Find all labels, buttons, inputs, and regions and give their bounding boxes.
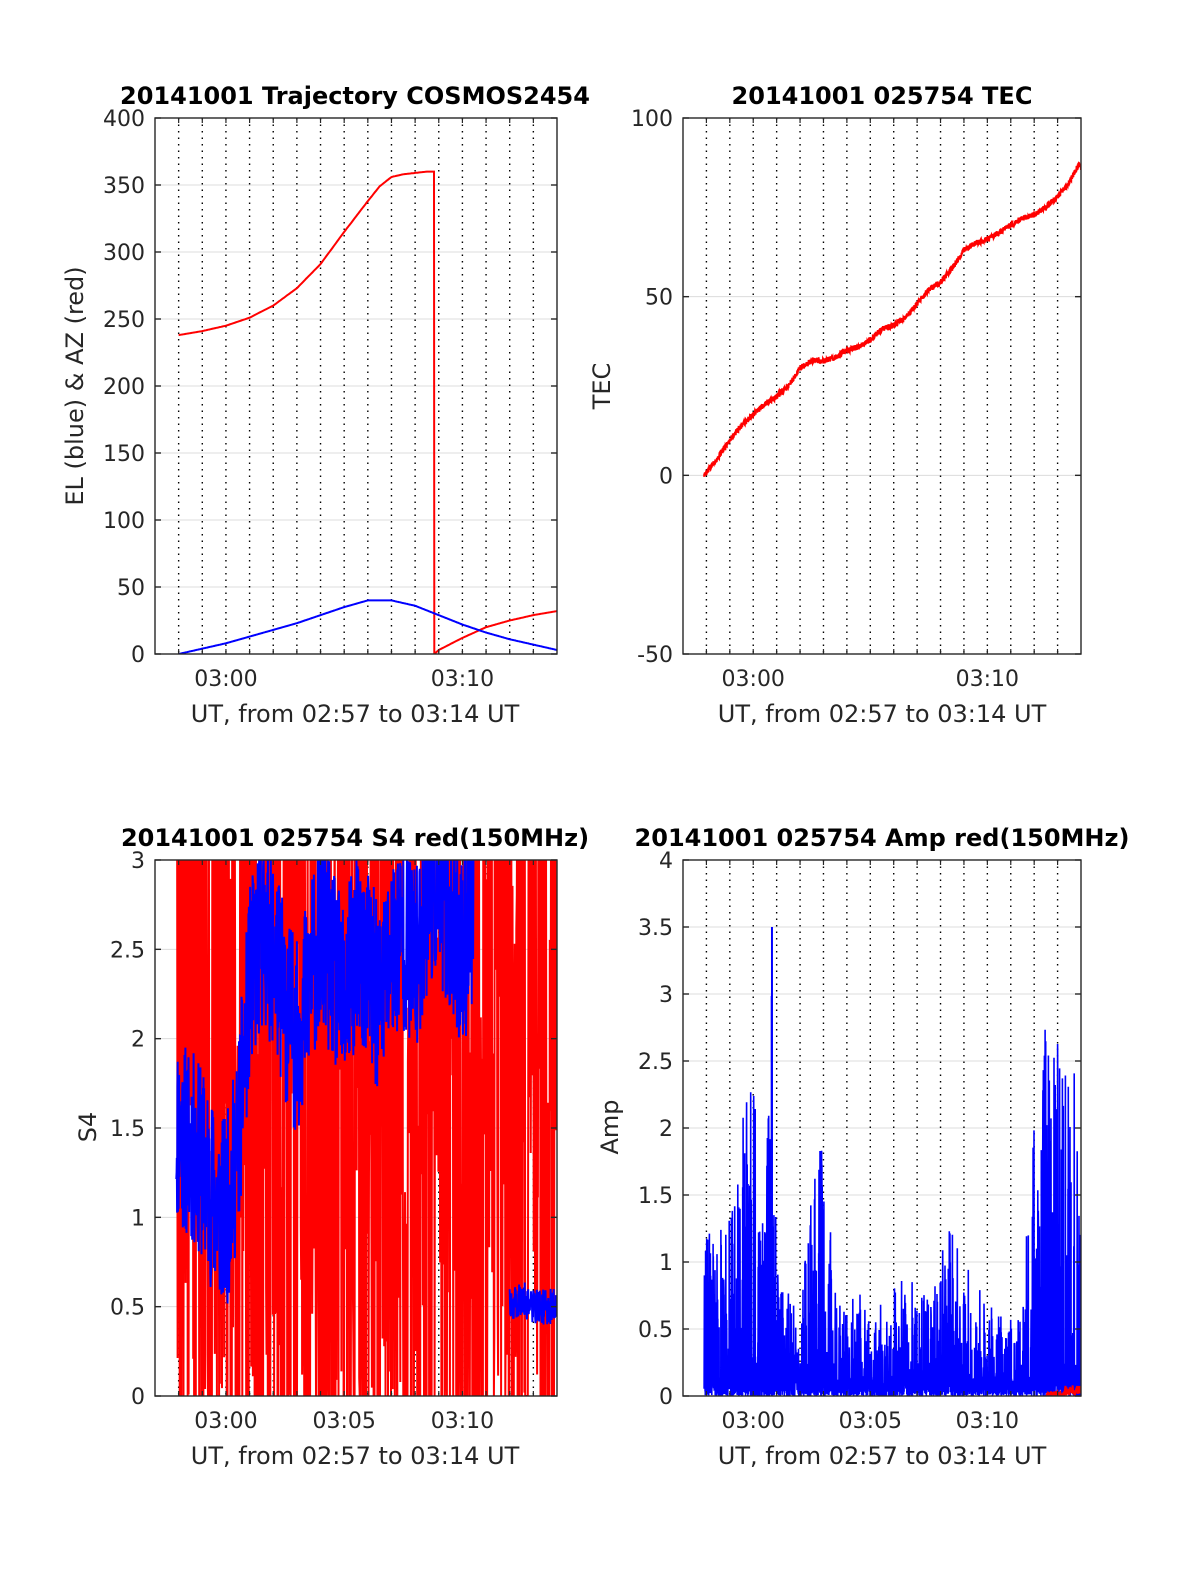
s4-title: 20141001 025754 S4 red(150MHz) <box>121 824 589 852</box>
amp-ylabel: Amp <box>596 1099 624 1154</box>
tec-axes-box <box>682 117 1082 655</box>
s4-series-1-seg-0 <box>175 860 475 1304</box>
s4-xtick-label-1: 03:05 <box>312 1409 375 1434</box>
trajectory-ytick-label-6: 300 <box>103 241 145 266</box>
s4-ytick-label-0: 0 <box>131 1385 145 1410</box>
tec-ytick-label-3: 100 <box>631 107 673 132</box>
trajectory-xtick-label-1: 03:10 <box>431 667 494 692</box>
trajectory-panel: 20141001 Trajectory COSMOS2454 UT, from … <box>61 82 590 728</box>
tec-ytick-label-2: 50 <box>645 286 673 311</box>
trajectory-xlabel: UT, from 02:57 to 03:14 UT <box>191 700 520 728</box>
trajectory-ytick-label-7: 350 <box>103 174 145 199</box>
s4-panel: 20141001 025754 S4 red(150MHz) UT, from … <box>74 824 589 1470</box>
amp-ytick-label-3: 1.5 <box>638 1184 673 1209</box>
amp-xtick-label-1: 03:05 <box>839 1409 902 1434</box>
s4-ylabel: S4 <box>74 1112 102 1143</box>
amp-ytick-label-8: 4 <box>659 849 673 874</box>
s4-ytick-label-2: 1 <box>131 1206 145 1231</box>
amp-data-layer <box>703 927 1081 1396</box>
amp-ytick-label-2: 1 <box>659 1251 673 1276</box>
amp-ytick-label-7: 3.5 <box>638 916 673 941</box>
amp-xtick-label-0: 03:00 <box>722 1409 785 1434</box>
s4-ytick-label-6: 3 <box>131 849 145 874</box>
tec-ytick-label-0: -50 <box>637 643 673 668</box>
amp-series-1 <box>1045 1385 1081 1396</box>
trajectory-ytick-label-4: 200 <box>103 375 145 400</box>
trajectory-series-1 <box>178 599 557 654</box>
amp-ytick-label-6: 3 <box>659 983 673 1008</box>
trajectory-data-layer <box>178 170 557 654</box>
trajectory-xtick-label-0: 03:00 <box>194 667 257 692</box>
tec-panel: 20141001 025754 TEC UT, from 02:57 to 03… <box>588 82 1082 728</box>
trajectory-ytick-label-5: 250 <box>103 308 145 333</box>
amp-ytick-label-5: 2.5 <box>638 1050 673 1075</box>
amp-series-0 <box>703 966 1081 1396</box>
trajectory-ytick-label-8: 400 <box>103 107 145 132</box>
tec-data-layer <box>703 161 1081 477</box>
trajectory-series-0 <box>178 170 557 654</box>
trajectory-ytick-label-0: 0 <box>131 643 145 668</box>
tec-xlabel: UT, from 02:57 to 03:14 UT <box>718 700 1047 728</box>
amp-xlabel: UT, from 02:57 to 03:14 UT <box>718 1442 1047 1470</box>
s4-ytick-label-4: 2 <box>131 1028 145 1053</box>
amp-panel: 20141001 025754 Amp red(150MHz) UT, from… <box>596 824 1129 1470</box>
tec-ytick-label-1: 0 <box>659 464 673 489</box>
tec-title: 20141001 025754 TEC <box>732 82 1033 110</box>
tec-ylabel: TEC <box>588 363 616 411</box>
trajectory-ytick-label-2: 100 <box>103 509 145 534</box>
amp-ytick-label-0: 0 <box>659 1385 673 1410</box>
tec-xtick-label-1: 03:10 <box>956 667 1019 692</box>
s4-ytick-label-1: 0.5 <box>110 1296 145 1321</box>
trajectory-title: 20141001 Trajectory COSMOS2454 <box>120 82 590 110</box>
s4-ytick-label-3: 1.5 <box>110 1117 145 1142</box>
s4-xtick-label-0: 03:00 <box>194 1409 257 1434</box>
trajectory-ytick-label-3: 150 <box>103 442 145 467</box>
amp-ytick-label-1: 0.5 <box>638 1318 673 1343</box>
amp-xtick-label-2: 03:10 <box>956 1409 1019 1434</box>
tec-xtick-label-0: 03:00 <box>722 667 785 692</box>
s4-xlabel: UT, from 02:57 to 03:14 UT <box>191 1442 520 1470</box>
amp-title: 20141001 025754 Amp red(150MHz) <box>635 824 1130 852</box>
s4-xtick-label-2: 03:10 <box>431 1409 494 1434</box>
s4-ytick-label-5: 2.5 <box>110 938 145 963</box>
s4-series-1-seg-1 <box>508 1282 557 1325</box>
trajectory-ylabel: EL (blue) & AZ (red) <box>61 266 89 505</box>
tec-series-0 <box>703 161 1081 477</box>
s4-data-layer <box>175 860 557 1396</box>
trajectory-ytick-label-1: 50 <box>117 576 145 601</box>
tec-plot-area <box>683 118 1081 654</box>
amp-ytick-label-4: 2 <box>659 1117 673 1142</box>
